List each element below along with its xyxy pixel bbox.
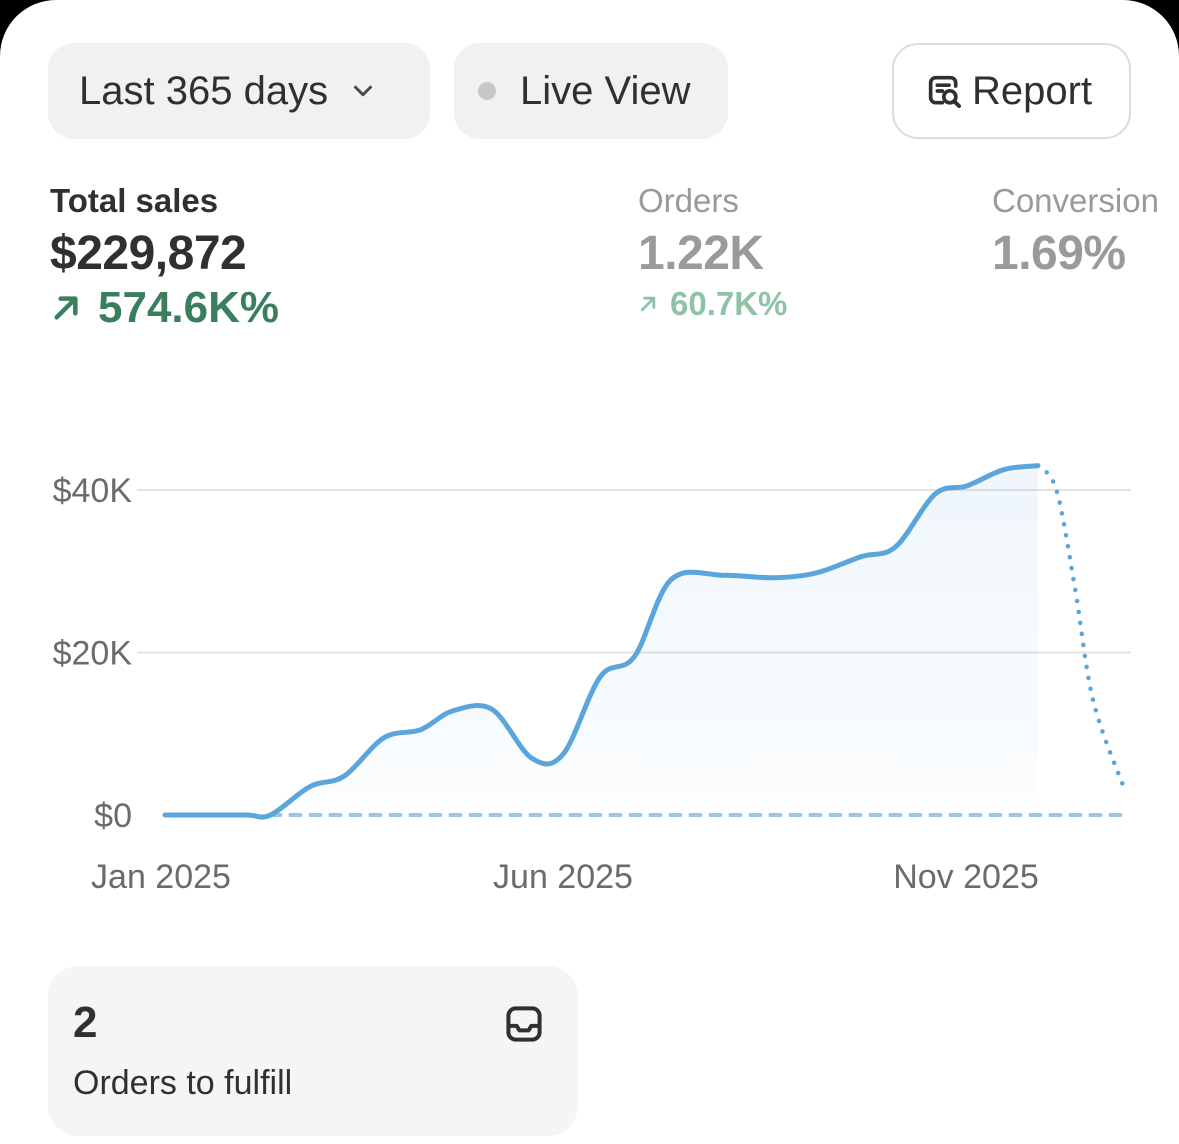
metric-orders[interactable]: Orders 1.22K 60.7K% — [638, 182, 787, 323]
sales-line-chart: $40K $20K $0 Jan 2025 Jun 2025 Nov 2025 — [53, 463, 1131, 896]
report-search-icon — [928, 75, 961, 108]
inbox-icon — [506, 1006, 542, 1042]
orders-to-fulfill-label: Orders to fulfill — [73, 1064, 293, 1102]
report-label: Report — [972, 68, 1093, 113]
y-tick-label: $0 — [94, 797, 132, 835]
series-projection-dotted — [1035, 463, 1128, 793]
metric-conversion[interactable]: Conversion 1.69% — [992, 182, 1159, 281]
report-button[interactable]: Report — [892, 43, 1131, 139]
orders-to-fulfill-count: 2 — [73, 998, 98, 1047]
live-view-label: Live View — [520, 68, 691, 113]
chevron-down-icon — [354, 85, 373, 97]
series-area-fill — [165, 465, 1038, 818]
conversion-label: Conversion — [992, 182, 1159, 219]
orders-label: Orders — [638, 182, 739, 219]
orders-value: 1.22K — [638, 227, 764, 280]
arrow-up-right-icon — [640, 296, 656, 312]
date-range-dropdown[interactable]: Last 365 days — [48, 43, 430, 139]
x-tick-label: Nov 2025 — [893, 858, 1039, 896]
total-sales-label: Total sales — [50, 182, 219, 219]
orders-delta: 60.7K% — [638, 285, 787, 323]
y-tick-label: $20K — [53, 635, 133, 673]
series-sales-line — [162, 463, 1041, 820]
y-tick-label: $40K — [53, 472, 133, 510]
x-tick-label: Jun 2025 — [493, 858, 633, 896]
date-range-label: Last 365 days — [79, 68, 329, 113]
arrow-up-right-icon — [54, 296, 78, 320]
live-view-button[interactable]: Live View — [454, 43, 728, 139]
orders-delta-value: 60.7K% — [670, 285, 788, 322]
total-sales-value: $229,872 — [50, 227, 247, 280]
total-sales-delta: 574.6K% — [50, 283, 279, 333]
total-sales-delta-value: 574.6K% — [98, 283, 280, 332]
live-status-dot-icon — [478, 82, 496, 100]
x-tick-label: Jan 2025 — [91, 858, 231, 896]
orders-to-fulfill-card[interactable]: 2 Orders to fulfill — [48, 966, 578, 1136]
conversion-value: 1.69% — [992, 227, 1126, 280]
metric-total-sales[interactable]: Total sales $229,872 574.6K% — [50, 182, 279, 333]
